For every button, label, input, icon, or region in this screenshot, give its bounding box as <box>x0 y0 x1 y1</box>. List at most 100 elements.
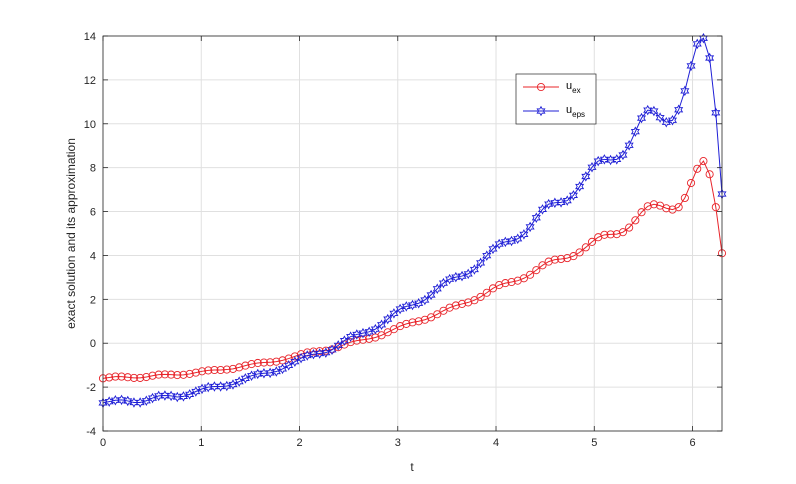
legend-label-main: u <box>566 80 572 92</box>
data-point-eps <box>537 204 548 215</box>
data-point-ex <box>699 157 708 166</box>
data-point-ex <box>253 358 262 368</box>
data-point-eps <box>315 348 325 359</box>
data-point-ex <box>637 208 646 217</box>
data-point-ex <box>662 204 671 213</box>
y-tick-label: 0 <box>90 338 96 350</box>
data-point-ex <box>123 373 132 382</box>
data-point-eps <box>606 154 616 166</box>
data-point-ex <box>557 254 566 264</box>
data-point-eps <box>469 264 479 275</box>
data-point-eps <box>253 368 263 380</box>
data-point-ex <box>680 193 689 202</box>
data-point-ex <box>154 370 163 379</box>
x-tick-label: 0 <box>100 437 106 449</box>
data-point-eps <box>488 243 498 255</box>
data-point-eps <box>692 38 702 50</box>
data-point-eps <box>643 104 653 116</box>
data-point-eps <box>290 356 300 367</box>
data-point-ex <box>507 277 516 287</box>
y-tick-label: 8 <box>90 163 96 175</box>
series-ex <box>98 157 727 383</box>
data-point-ex <box>606 230 615 239</box>
data-point-ex <box>272 357 281 366</box>
data-point-ex <box>142 372 151 382</box>
y-tick-label: 12 <box>84 75 96 87</box>
data-point-eps <box>432 283 442 295</box>
data-point-ex <box>643 202 652 211</box>
legend-marker-ex <box>536 82 546 92</box>
data-point-ex <box>482 288 491 297</box>
data-point-eps <box>426 289 436 301</box>
data-point-ex <box>488 284 498 293</box>
data-point-eps <box>166 390 176 402</box>
data-point-eps <box>203 381 213 393</box>
x-tick-label: 1 <box>198 437 204 449</box>
data-point-eps <box>618 149 628 161</box>
data-point-ex <box>179 370 188 379</box>
data-point-ex <box>631 216 640 225</box>
data-point-eps <box>383 313 393 325</box>
legend-label-main: u <box>566 104 572 116</box>
y-tick-label: -4 <box>86 426 96 438</box>
legend-label-subscript: ex <box>572 86 580 95</box>
x-tick-label: 6 <box>689 437 695 449</box>
series-layer <box>98 32 727 409</box>
y-tick-label: 10 <box>84 119 96 131</box>
data-point-ex <box>711 203 720 212</box>
data-point-ex <box>117 372 126 381</box>
data-point-eps <box>451 271 461 283</box>
data-point-ex <box>544 257 553 266</box>
data-point-ex <box>402 319 411 328</box>
data-point-ex <box>476 292 485 301</box>
data-point-eps <box>500 236 510 248</box>
data-point-eps <box>482 250 492 261</box>
legend-label-ex: uex <box>566 80 581 95</box>
data-point-ex <box>167 370 176 379</box>
data-point-eps <box>172 391 182 403</box>
data-point-ex <box>687 178 696 188</box>
x-tick-label: 2 <box>296 437 302 449</box>
data-point-eps <box>655 112 665 123</box>
data-point-ex <box>569 252 578 261</box>
data-point-ex <box>160 370 169 379</box>
data-point-eps <box>333 340 343 351</box>
data-point-ex <box>216 365 225 375</box>
x-tick-label: 5 <box>591 437 597 449</box>
data-point-eps <box>581 171 591 182</box>
data-point-ex <box>228 364 238 373</box>
data-point-ex <box>247 360 256 369</box>
data-point-ex <box>581 243 590 252</box>
data-point-eps <box>711 107 721 119</box>
series-line-eps <box>102 37 723 404</box>
data-point-eps <box>414 298 424 309</box>
data-point-ex <box>495 281 504 290</box>
legend-label-subscript: eps <box>572 110 585 119</box>
y-tick-label: 2 <box>90 294 96 306</box>
data-point-ex <box>414 317 423 326</box>
data-point-eps <box>667 115 678 126</box>
data-point-ex <box>197 367 207 376</box>
y-axis-title: exact solution and its approximation <box>64 138 78 329</box>
data-point-ex <box>575 248 584 257</box>
data-point-eps <box>377 319 387 331</box>
data-point-eps <box>277 363 288 375</box>
data-point-ex <box>222 365 231 374</box>
data-point-ex <box>235 363 244 372</box>
data-point-ex <box>612 230 621 239</box>
data-point-eps <box>599 154 609 165</box>
data-point-ex <box>111 372 120 381</box>
data-point-ex <box>519 274 528 283</box>
data-point-ex <box>210 365 219 375</box>
data-point-ex <box>526 270 535 279</box>
data-point-ex <box>433 310 442 319</box>
data-point-ex <box>352 336 361 345</box>
series-eps <box>98 32 727 409</box>
data-point-ex <box>358 335 368 344</box>
data-point-eps <box>575 181 585 192</box>
data-point-eps <box>117 394 127 406</box>
y-tick-label: 14 <box>84 31 96 43</box>
data-point-ex <box>457 299 467 308</box>
data-point-ex <box>185 369 194 378</box>
